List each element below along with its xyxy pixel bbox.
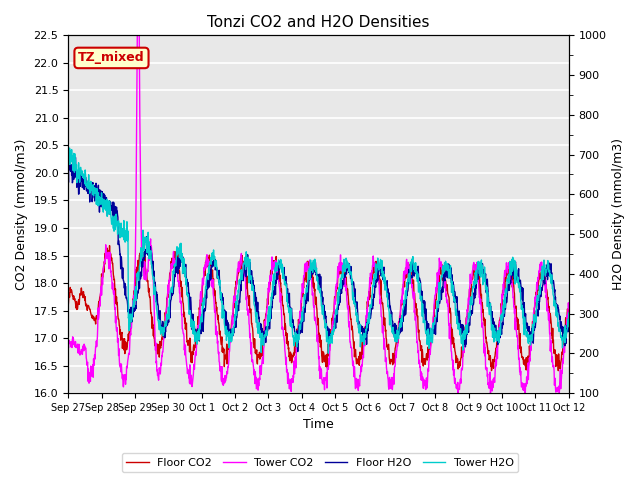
Tower H2O bbox=[66, 145, 74, 151]
Text: TZ_mixed: TZ_mixed bbox=[78, 51, 145, 64]
Line: Floor CO2: Floor CO2 bbox=[68, 246, 569, 371]
Tower H2O bbox=[176, 241, 184, 247]
Floor H2O bbox=[565, 317, 573, 323]
Floor CO2 bbox=[506, 265, 513, 271]
Tower CO2 bbox=[506, 263, 513, 268]
Y-axis label: CO2 Density (mmol/m3): CO2 Density (mmol/m3) bbox=[15, 139, 28, 290]
Floor CO2 bbox=[396, 314, 404, 320]
Tower CO2 bbox=[522, 393, 529, 398]
Tower H2O bbox=[397, 325, 404, 331]
Tower H2O bbox=[565, 310, 573, 316]
Floor CO2 bbox=[232, 286, 239, 292]
Tower H2O bbox=[324, 350, 332, 356]
Tower H2O bbox=[506, 258, 514, 264]
Line: Tower CO2: Tower CO2 bbox=[68, 0, 569, 396]
Tower H2O bbox=[462, 323, 470, 328]
Floor H2O bbox=[462, 334, 470, 340]
Title: Tonzi CO2 and H2O Densities: Tonzi CO2 and H2O Densities bbox=[207, 15, 429, 30]
Tower CO2 bbox=[461, 333, 469, 338]
Floor H2O bbox=[64, 163, 72, 169]
Floor CO2 bbox=[554, 368, 562, 373]
Tower CO2 bbox=[64, 341, 72, 347]
Floor CO2 bbox=[106, 243, 113, 249]
Tower CO2 bbox=[396, 312, 404, 318]
Tower H2O bbox=[64, 150, 72, 156]
Floor H2O bbox=[506, 282, 514, 288]
Tower CO2 bbox=[176, 289, 184, 295]
Floor H2O bbox=[232, 324, 239, 330]
Tower CO2 bbox=[565, 305, 573, 311]
Legend: Floor CO2, Tower CO2, Floor H2O, Tower H2O: Floor CO2, Tower CO2, Floor H2O, Tower H… bbox=[122, 453, 518, 472]
Line: Floor H2O: Floor H2O bbox=[68, 157, 569, 351]
Floor H2O bbox=[294, 348, 301, 354]
Floor CO2 bbox=[164, 290, 172, 296]
Tower H2O bbox=[232, 299, 239, 304]
Line: Tower H2O: Tower H2O bbox=[68, 148, 569, 353]
X-axis label: Time: Time bbox=[303, 419, 334, 432]
Floor CO2 bbox=[461, 324, 469, 330]
Y-axis label: H2O Density (mmol/m3): H2O Density (mmol/m3) bbox=[612, 138, 625, 290]
Floor H2O bbox=[164, 322, 172, 327]
Floor CO2 bbox=[176, 272, 184, 278]
Floor CO2 bbox=[64, 304, 72, 310]
Floor H2O bbox=[176, 251, 184, 257]
Tower CO2 bbox=[232, 287, 239, 293]
Tower H2O bbox=[164, 317, 172, 323]
Floor H2O bbox=[72, 155, 79, 160]
Floor H2O bbox=[397, 330, 404, 336]
Floor CO2 bbox=[565, 306, 573, 312]
Tower CO2 bbox=[164, 295, 172, 301]
